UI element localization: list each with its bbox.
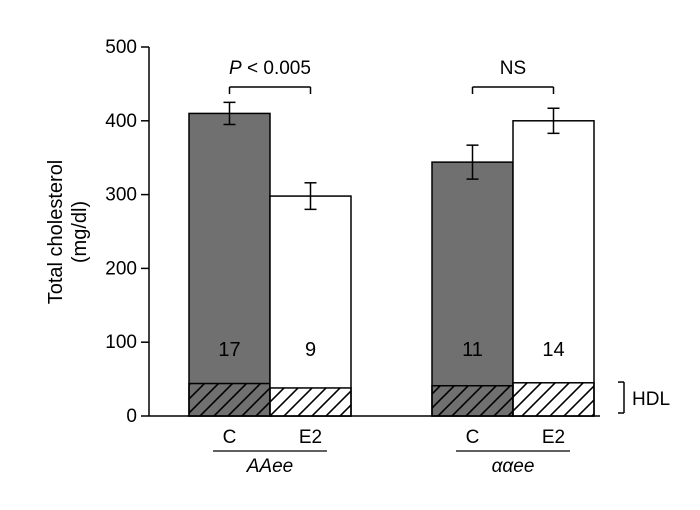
condition-label: C	[223, 427, 237, 448]
y-tick-label: 200	[105, 258, 137, 279]
hdl-label: HDL	[632, 389, 670, 410]
hdl-segment	[188, 382, 271, 417]
y-axis-title: Total cholesterol (mg/dl)	[45, 160, 91, 305]
y-tick-label: 100	[105, 332, 137, 353]
y-tick-label: 300	[105, 185, 137, 206]
significance-text: < 0.005	[242, 58, 311, 79]
y-tick-label: 0	[126, 406, 137, 427]
bar	[269, 195, 352, 417]
y-axis: 0 100 200 300 400 500	[105, 37, 600, 427]
y-axis-title-line-2: (mg/dl)	[69, 201, 91, 263]
condition-label: E2	[542, 427, 565, 448]
n-label: 14	[542, 339, 564, 361]
y-axis-title-line-1: Total cholesterol	[45, 160, 67, 305]
group-label: ααee	[492, 456, 535, 477]
y-tick-label: 500	[105, 37, 137, 58]
bar-group: 17 C 9 E2 AAee	[188, 101, 352, 477]
hdl-segment	[269, 387, 352, 417]
significance-text: NS	[500, 58, 526, 79]
n-label: 17	[218, 339, 240, 361]
significance-label: P < 0.005	[229, 58, 311, 79]
significance-label: NS	[500, 58, 526, 79]
bar-group: 11 C 14 E2 ααee	[431, 107, 595, 477]
n-label: 11	[462, 339, 483, 361]
bar	[512, 120, 595, 417]
bar	[188, 112, 271, 417]
y-tick-label: 400	[105, 111, 137, 132]
p-symbol: P	[229, 58, 242, 79]
condition-label: C	[466, 427, 480, 448]
bar	[431, 161, 514, 417]
group-label: AAee	[246, 456, 293, 477]
hdl-segment	[431, 384, 514, 417]
hdl-segment	[512, 382, 595, 417]
significance-bracket: P < 0.005	[228, 58, 312, 94]
significance-bracket: NS	[471, 58, 555, 94]
hdl-annotation: HDL	[618, 381, 670, 414]
condition-label: E2	[299, 427, 322, 448]
annotations: P < 0.005 NS HDL	[228, 58, 670, 414]
n-label: 9	[305, 339, 316, 361]
bars: 17 C 9 E2 AAee 11 C 14 E2 ααee	[188, 101, 595, 477]
